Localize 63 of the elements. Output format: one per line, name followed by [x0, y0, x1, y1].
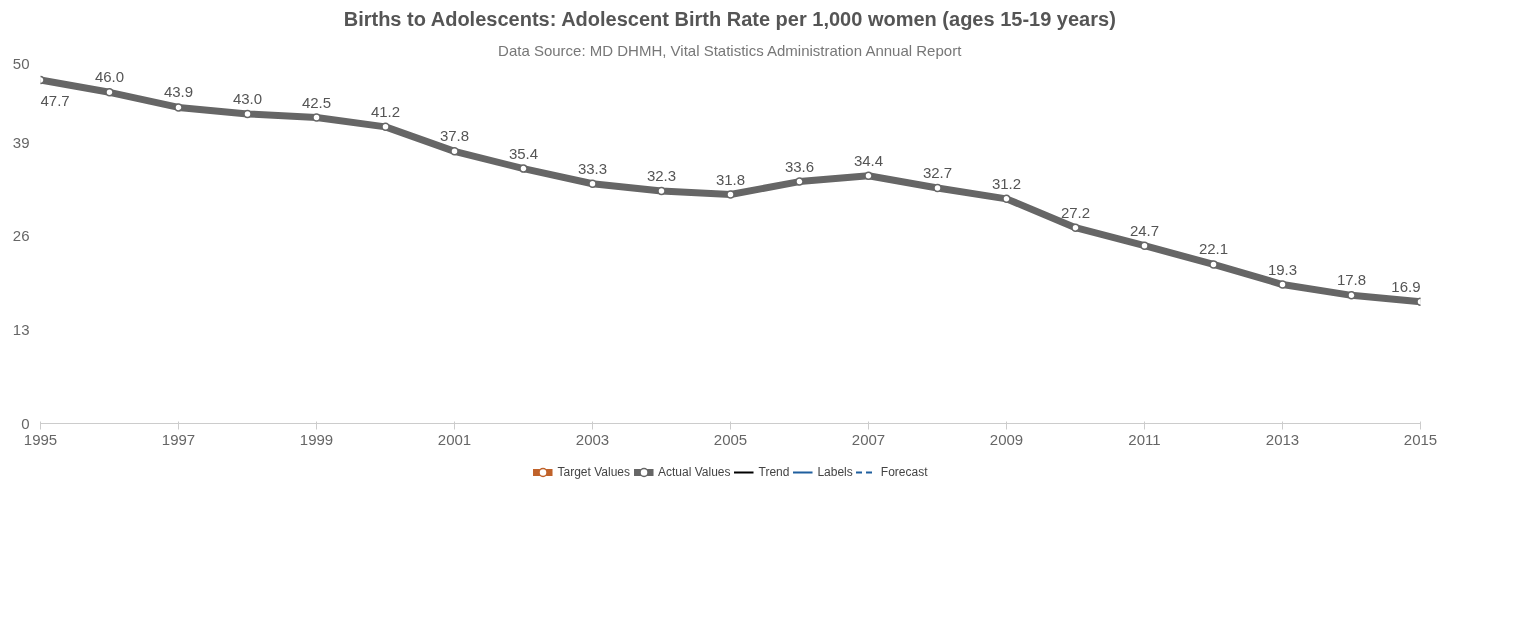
x-tick-label: 2011 [1128, 430, 1161, 448]
y-tick-label: 13 [12, 320, 30, 338]
data-label: 43.0 [232, 89, 263, 107]
x-tick-label: 2005 [713, 430, 748, 448]
x-tick-label: 2015 [1403, 430, 1438, 448]
data-label: 32.7 [922, 164, 953, 182]
y-tick-label: 26 [12, 227, 30, 245]
data-label: 33.6 [784, 157, 815, 175]
point [1002, 194, 1011, 204]
point [1140, 241, 1149, 250]
legend-label: Actual Values [658, 465, 731, 479]
data-label: 17.8 [1336, 271, 1367, 289]
point [312, 113, 321, 122]
point [1209, 260, 1218, 269]
point [1347, 291, 1356, 300]
x-tick-label: 1997 [161, 430, 196, 448]
data-label: 42.5 [301, 93, 332, 111]
data-label: 32.3 [646, 166, 677, 184]
x-tick-label: 2013 [1265, 430, 1300, 448]
x-tick-label: 1999 [299, 430, 334, 448]
data-label: 46.0 [94, 68, 125, 86]
point [243, 109, 252, 119]
data-label: 47.7 [40, 92, 70, 110]
data-label: 43.9 [163, 83, 194, 101]
y-tick-label: 0 [21, 414, 30, 432]
x-tick-label: 2007 [851, 430, 886, 448]
legend-label: Forecast [880, 465, 928, 479]
point [864, 171, 873, 181]
point [933, 183, 942, 193]
point [1278, 280, 1287, 289]
x-tick-label: 2009 [989, 430, 1024, 448]
point [174, 103, 183, 112]
data-label: 41.2 [370, 102, 401, 120]
data-label: 35.4 [508, 144, 539, 162]
data-label: 19.3 [1267, 260, 1298, 278]
data-label: 27.2 [1060, 203, 1091, 221]
point [381, 122, 390, 132]
point [519, 164, 528, 173]
point [795, 177, 804, 186]
chart-title: Births to Adolescents: Adolescent Birth Rate per 1,000 women (ages 15-19 years) [343, 7, 1116, 30]
data-label: 22.1 [1198, 240, 1229, 258]
data-label: 37.8 [439, 127, 470, 145]
data-label: 31.2 [991, 174, 1022, 192]
x-tick-label: 2001 [437, 430, 472, 448]
point [1071, 223, 1080, 232]
point [450, 147, 459, 156]
data-label: 31.8 [715, 170, 746, 188]
point [726, 190, 735, 199]
point [657, 186, 666, 196]
data-label: 16.9 [1391, 277, 1421, 295]
legend-label: Target Values [557, 465, 631, 479]
chart-subtitle: Data Source: MD DHMH, Vital Statistics Administration Annual Report [498, 41, 963, 59]
x-tick-label: 1995 [23, 430, 58, 448]
y-tick-label: 50 [12, 54, 30, 72]
point [588, 179, 597, 188]
data-label: 34.4 [853, 151, 884, 169]
x-tick-label: 2003 [575, 430, 610, 448]
y-tick-label: 39 [12, 133, 30, 151]
point [105, 88, 114, 97]
data-label: 33.3 [577, 159, 608, 177]
legend-label: Trend [758, 465, 790, 479]
data-label: 24.7 [1129, 221, 1160, 239]
legend-label: Labels [817, 465, 853, 479]
